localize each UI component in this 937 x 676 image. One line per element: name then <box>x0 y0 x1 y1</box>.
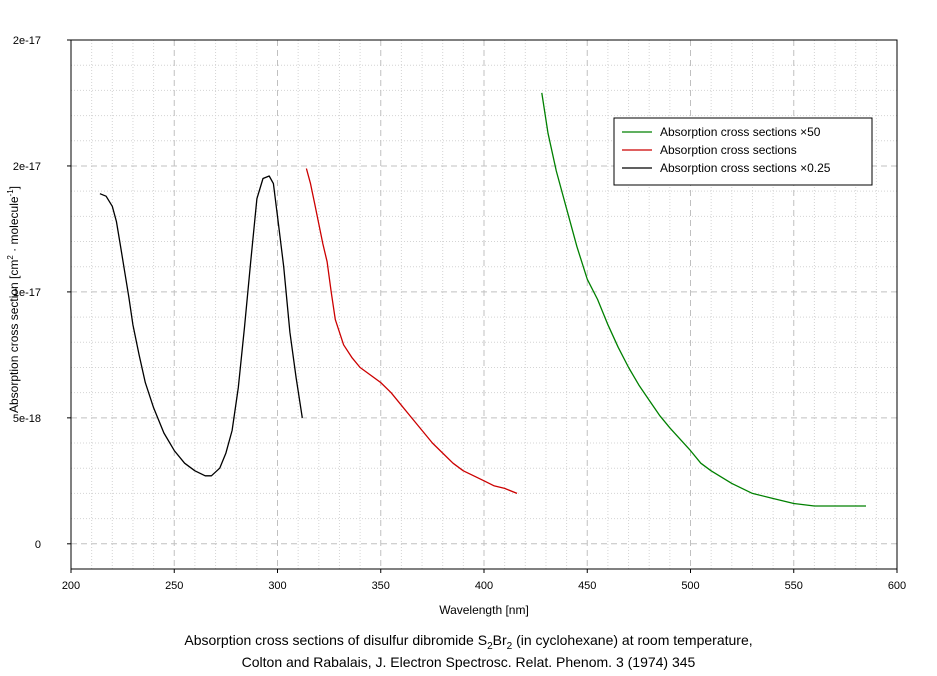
x-tick-label: 400 <box>475 580 493 592</box>
x-tick-label: 250 <box>165 580 183 592</box>
axis-ticks: 200 250 300 350 400 450 500 550 600 0 5e-18 1e-17 2e… <box>13 35 906 592</box>
series-line <box>541 92 866 507</box>
y-tick-label: 1e-17 <box>13 287 41 299</box>
y-axis-label: Absorption cross section [cm2 · molecule… <box>6 186 21 413</box>
y-tick-label: 2e-17 <box>13 161 41 173</box>
x-tick-label: 350 <box>372 580 390 592</box>
figure-caption-line-1: Absorption cross sections of disulfur di… <box>184 632 753 652</box>
legend: Absorption cross sections ×50 Absorption … <box>613 117 873 186</box>
legend-entry-label: Absorption cross sections <box>660 143 797 157</box>
x-tick-label: 450 <box>578 580 596 592</box>
x-tick-label: 300 <box>268 580 286 592</box>
x-tick-label: 600 <box>888 580 906 592</box>
x-tick-label: 200 <box>62 580 80 592</box>
series-line <box>99 175 303 477</box>
series-lines <box>99 92 866 507</box>
y-tick-label: 0 <box>35 539 41 551</box>
series-line <box>305 168 518 495</box>
figure-caption-line-2: Colton and Rabalais, J. Electron Spectro… <box>241 654 696 670</box>
legend-entry-label: Absorption cross sections ×0.25 <box>660 161 831 175</box>
legend-box <box>613 117 873 186</box>
y-tick-label: 2e-17 <box>13 35 41 47</box>
x-axis-label: Wavelength [nm] <box>439 603 529 617</box>
legend-entry-label: Absorption cross sections ×50 <box>660 125 821 139</box>
x-tick-label: 550 <box>785 580 803 592</box>
y-tick-label: 5e-18 <box>13 413 41 425</box>
x-tick-label: 500 <box>681 580 699 592</box>
